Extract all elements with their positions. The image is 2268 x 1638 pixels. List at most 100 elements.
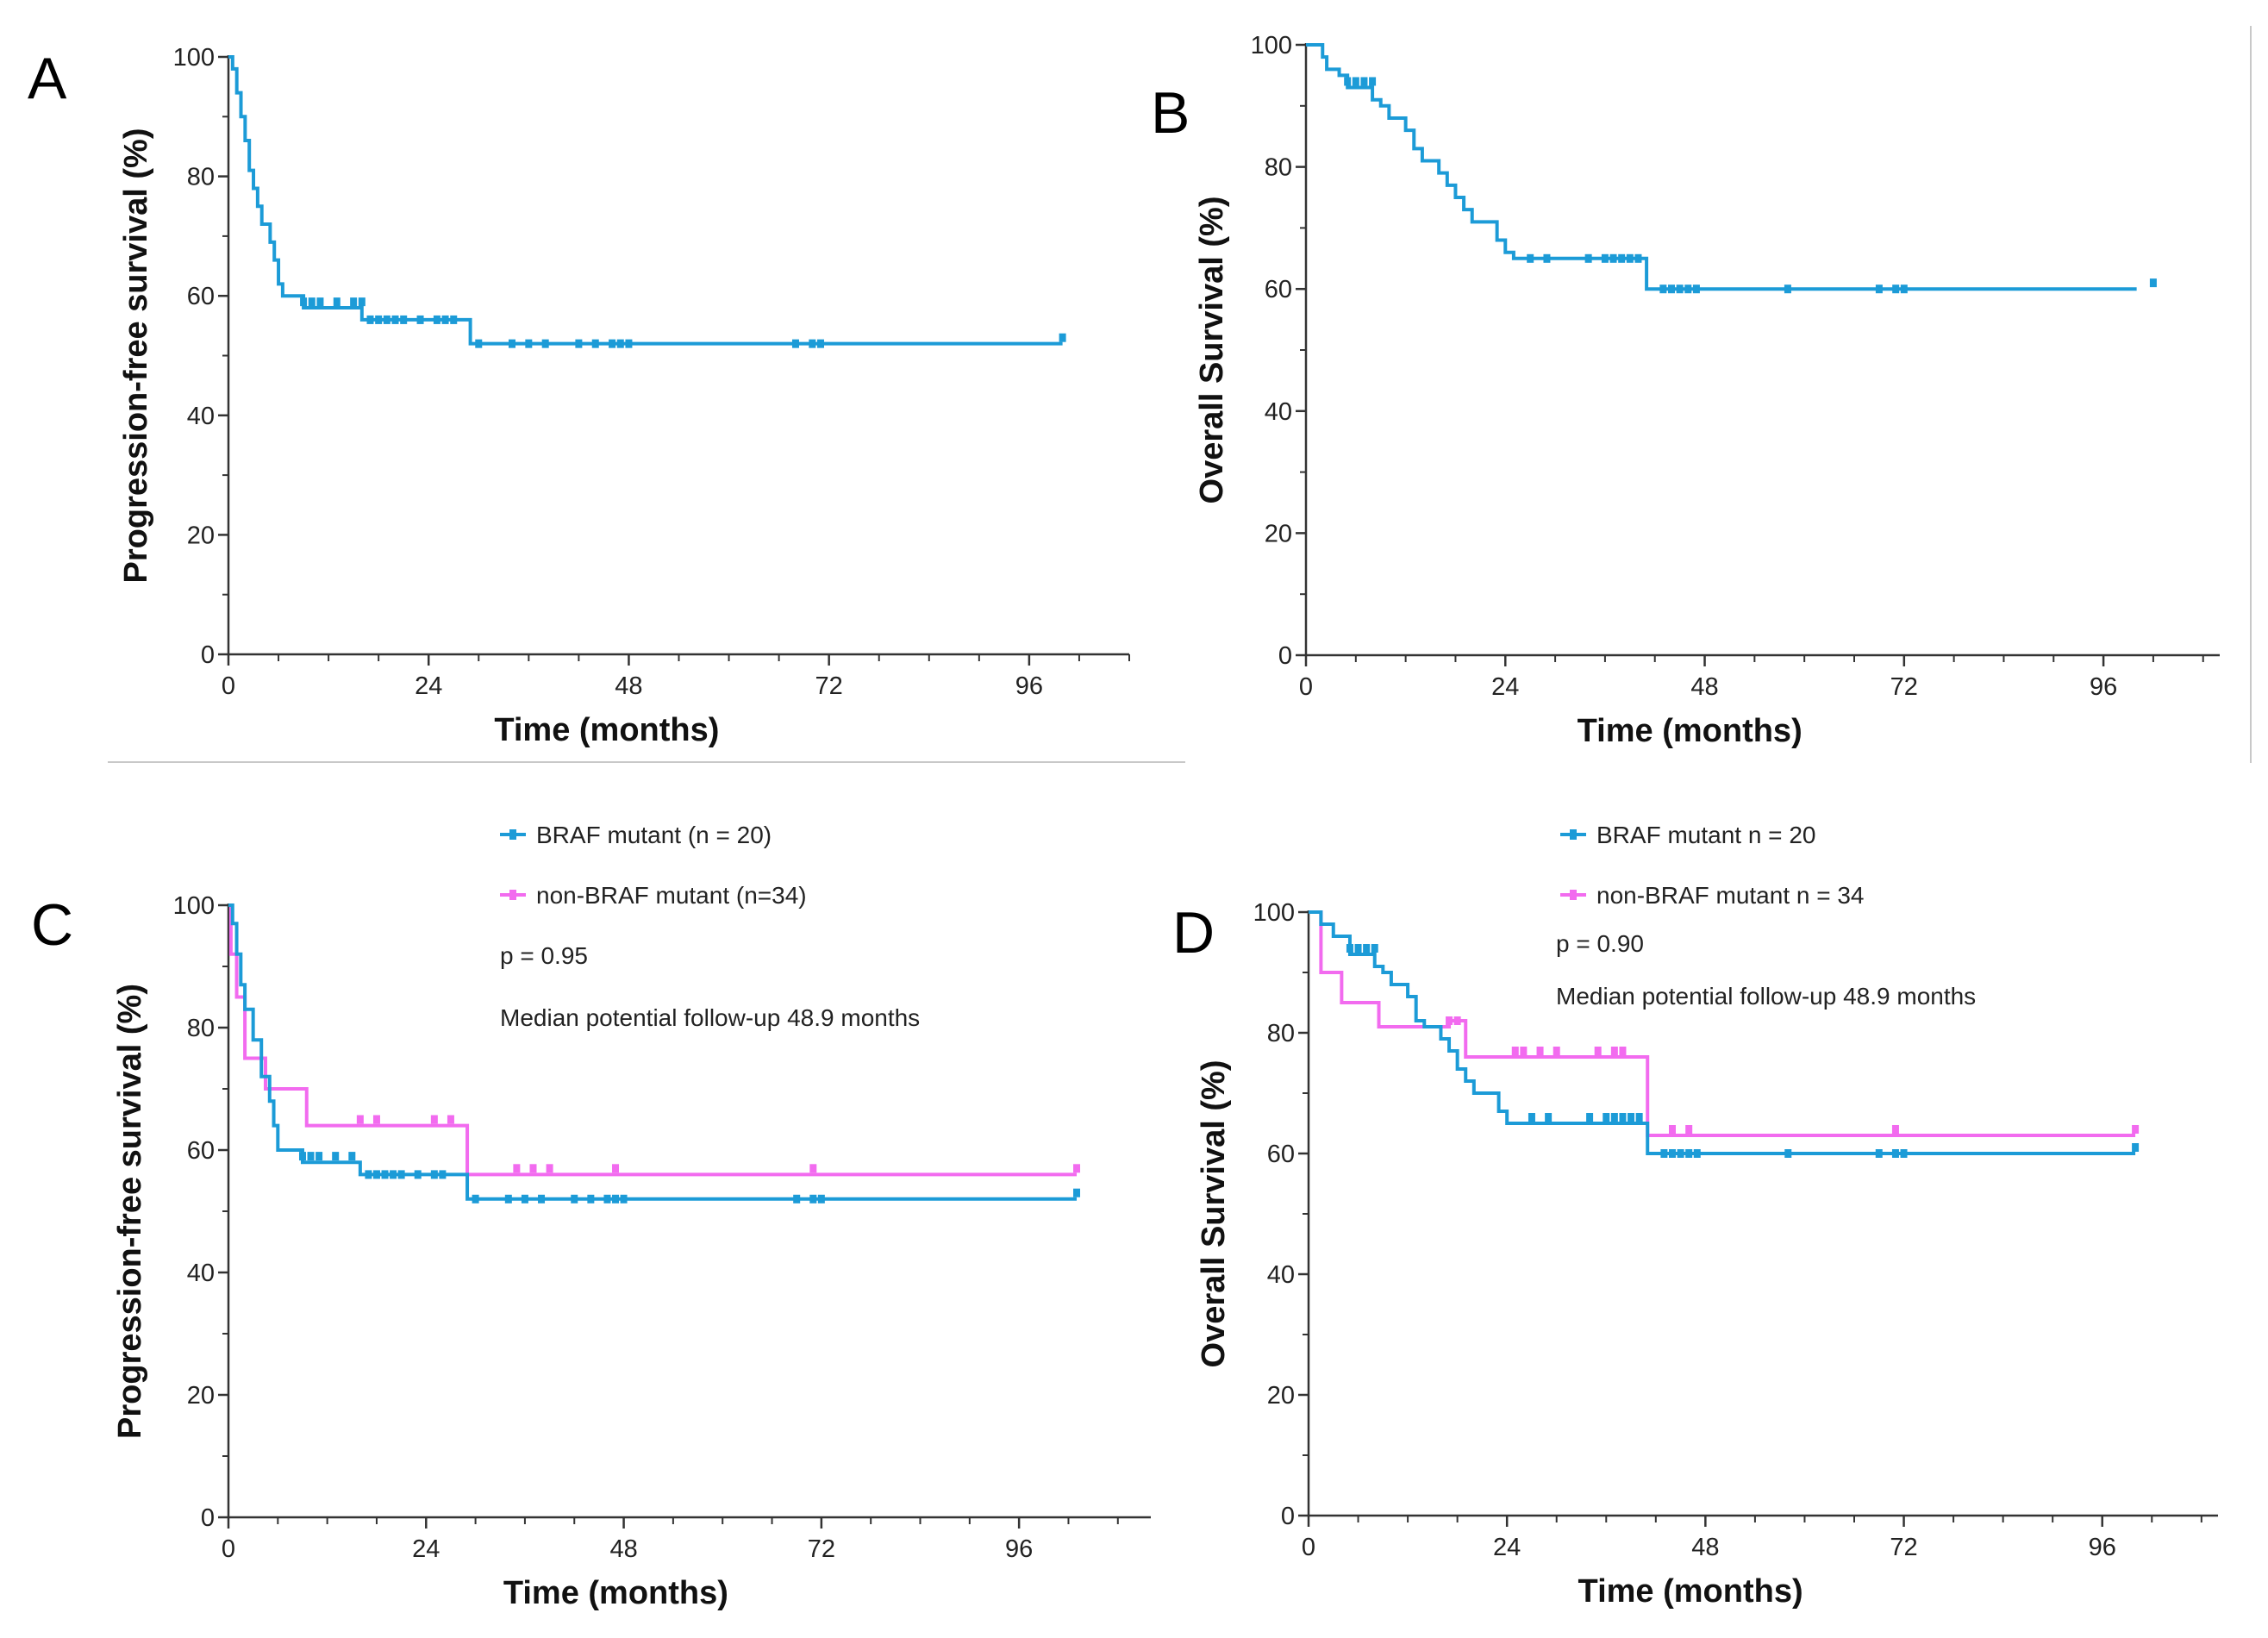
chart-b-censor-braf bbox=[1584, 253, 1592, 263]
chart-b-os: 0 20 40 60 80 100 0 24 48 72 96 Time (months) Overal… bbox=[1194, 32, 2220, 749]
chart-a-xtick-label: 96 bbox=[1015, 672, 1043, 700]
chart-a-censor-braf bbox=[450, 315, 458, 324]
chart-c-censor-braf bbox=[587, 1194, 595, 1203]
chart-a-censor-braf bbox=[416, 315, 424, 324]
chart-c-censor-braf bbox=[1073, 1188, 1081, 1197]
chart-d-censor-non-braf bbox=[1610, 1047, 1618, 1055]
chart-a-censor-braf bbox=[575, 339, 583, 348]
chart-c-censor-braf bbox=[390, 1170, 397, 1179]
chart-a-censor-braf bbox=[375, 315, 383, 324]
chart-c-censor-non-braf bbox=[612, 1164, 620, 1173]
chart-a-censor-braf bbox=[391, 315, 399, 324]
chart-c-xtick-label: 96 bbox=[1005, 1535, 1033, 1563]
chart-d-censor-braf bbox=[1660, 1149, 1668, 1158]
chart-c-censor-braf bbox=[316, 1152, 323, 1161]
chart-d-ytick-label: 40 bbox=[1267, 1261, 1295, 1289]
chart-c-legend-label-braf: BRAF mutant (n = 20) bbox=[536, 822, 772, 848]
chart-b-censor-braf bbox=[1344, 77, 1352, 86]
chart-b-ytick-label: 0 bbox=[1278, 642, 1292, 670]
chart-b-censor-braf bbox=[1692, 284, 1700, 294]
chart-b-censor-braf bbox=[1875, 284, 1883, 294]
chart-d-censor-braf bbox=[1875, 1149, 1883, 1158]
chart-b-censor-braf bbox=[1609, 253, 1617, 263]
chart-c-ytick-label: 80 bbox=[187, 1015, 215, 1042]
chart-a-xtick-label: 48 bbox=[615, 672, 642, 700]
chart-c-censor-braf bbox=[381, 1170, 389, 1179]
chart-c-censor-braf bbox=[332, 1152, 340, 1161]
chart-d-censor-braf bbox=[1891, 1149, 1899, 1158]
chart-d-censor-non-braf bbox=[1891, 1125, 1899, 1134]
chart-b-xtick-label: 72 bbox=[1890, 673, 1918, 701]
chart-b-censor-braf bbox=[1618, 253, 1626, 263]
chart-c-censor-braf bbox=[817, 1194, 825, 1203]
chart-d-censor-braf bbox=[1628, 1113, 1635, 1122]
chart-d-censor-non-braf bbox=[1453, 1016, 1461, 1025]
chart-d-legend-label-braf: BRAF mutant n = 20 bbox=[1596, 822, 1815, 848]
chart-d-ytick-label: 0 bbox=[1281, 1503, 1295, 1530]
chart-b-censor-braf bbox=[1668, 284, 1675, 294]
chart-d-censor-braf bbox=[1354, 944, 1362, 953]
chart-d-xtick-label: 48 bbox=[1691, 1534, 1719, 1561]
chart-b-censor-braf bbox=[1626, 253, 1634, 263]
chart-c-censor-non-braf bbox=[372, 1115, 380, 1124]
chart-b-ytick-label: 80 bbox=[1265, 154, 1292, 182]
chart-c-censor-braf bbox=[348, 1152, 356, 1161]
chart-a-ytick-label: 40 bbox=[187, 403, 215, 430]
chart-c-ytick-label: 20 bbox=[187, 1382, 215, 1410]
chart-c-series-braf bbox=[228, 903, 1078, 1201]
chart-c-ytick-label: 40 bbox=[187, 1260, 215, 1287]
chart-d-censor-braf bbox=[1346, 944, 1353, 953]
chart-d-series-braf bbox=[1309, 910, 2136, 1155]
chart-a-censor-braf bbox=[816, 339, 824, 348]
chart-d-censor-braf bbox=[1619, 1113, 1627, 1122]
chart-c-censor-braf bbox=[307, 1152, 315, 1161]
chart-d-censor-braf bbox=[1900, 1149, 1908, 1158]
chart-a-ytick-label: 60 bbox=[187, 283, 215, 310]
chart-d-x-axis-label: Time (months) bbox=[1578, 1573, 1803, 1610]
chart-c-xtick-label: 48 bbox=[609, 1535, 637, 1563]
chart-d-censor-braf bbox=[1610, 1113, 1618, 1122]
chart-d-xtick-label: 72 bbox=[1890, 1534, 1917, 1561]
chart-b-censor-braf bbox=[1659, 284, 1667, 294]
chart-d-p-value: p = 0.90 bbox=[1556, 930, 1644, 957]
chart-d-censor-braf bbox=[1545, 1113, 1553, 1122]
chart-c-censor-braf bbox=[414, 1170, 422, 1179]
chart-b-xtick-label: 48 bbox=[1690, 673, 1718, 701]
chart-c-y-axis-label: Progression-free survival (%) bbox=[112, 984, 148, 1439]
chart-b-censor-braf bbox=[1527, 253, 1534, 263]
chart-d-censor-non-braf bbox=[1669, 1125, 1676, 1134]
chart-d-legend-label-non-braf: non-BRAF mutant n = 34 bbox=[1596, 882, 1865, 909]
chart-b-censor-braf bbox=[1601, 253, 1609, 263]
chart-c-censor-braf bbox=[504, 1194, 512, 1203]
chart-c-ytick-label: 0 bbox=[201, 1504, 215, 1532]
chart-c-censor-non-braf bbox=[546, 1164, 553, 1173]
chart-d-censor-braf bbox=[1677, 1149, 1684, 1158]
chart-a-censor-braf bbox=[383, 315, 390, 324]
chart-d-censor-braf bbox=[2132, 1143, 2140, 1152]
chart-a-ytick-label: 20 bbox=[187, 522, 215, 549]
chart-c-censor-braf bbox=[372, 1170, 380, 1179]
chart-b-censor-braf bbox=[1360, 77, 1368, 86]
panel-label-c: C bbox=[31, 892, 74, 958]
chart-a-censor-braf bbox=[300, 297, 308, 307]
chart-b-censor-braf bbox=[2149, 278, 2157, 288]
chart-c-censor-braf bbox=[365, 1170, 372, 1179]
chart-b-censor-braf bbox=[1634, 253, 1642, 263]
chart-c-censor-non-braf bbox=[356, 1115, 364, 1124]
panel-label-b: B bbox=[1151, 80, 1190, 146]
chart-d-xtick-label: 0 bbox=[1302, 1534, 1315, 1561]
chart-d-censor-non-braf bbox=[1520, 1047, 1528, 1055]
chart-d-censor-non-braf bbox=[1536, 1047, 1544, 1055]
chart-b-xtick-label: 0 bbox=[1299, 673, 1313, 701]
chart-c-censor-braf bbox=[538, 1194, 546, 1203]
chart-d-censor-braf bbox=[1528, 1113, 1535, 1122]
chart-d-ytick-label: 60 bbox=[1267, 1141, 1295, 1168]
chart-c-censor-non-braf bbox=[430, 1115, 438, 1124]
chart-c-pfs-by-braf: 0 20 40 60 80 100 0 24 48 72 96 Time (months) Progre… bbox=[112, 822, 1151, 1611]
chart-d-xtick-label: 96 bbox=[2089, 1534, 2116, 1561]
chart-c-legend-marker-braf bbox=[509, 829, 516, 840]
chart-a-censor-braf bbox=[525, 339, 533, 348]
chart-c-censor-braf bbox=[793, 1194, 801, 1203]
chart-a-censor-braf bbox=[809, 339, 816, 348]
chart-d-y-axis-label: Overall Survival (%) bbox=[1196, 1060, 1232, 1368]
